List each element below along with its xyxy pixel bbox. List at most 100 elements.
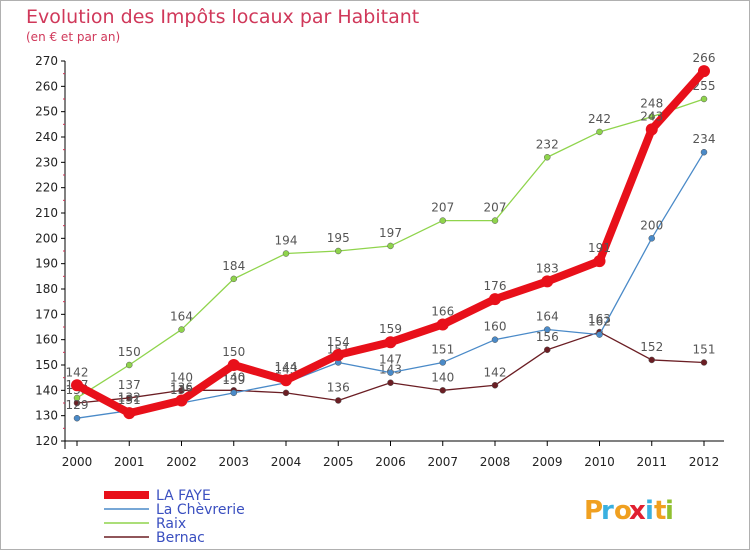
data-point [541, 275, 554, 288]
y-tick-label: 170 [35, 307, 58, 321]
data-point [73, 414, 81, 422]
data-point [491, 336, 499, 343]
logo-letter: r [601, 496, 614, 526]
y-tick-label: 260 [35, 79, 58, 93]
series-la-faye: 142 131 136 150 144 154 159 166 176 183 191 243 266 [66, 51, 716, 420]
data-label: 160 [484, 320, 507, 334]
logo-letter: i [665, 496, 674, 526]
data-point [596, 331, 603, 338]
y-tick-label: 140 [35, 383, 58, 397]
data-point [648, 356, 655, 364]
chart-title: Evolution des Impôts locaux par Habitant [26, 6, 419, 28]
y-tick-label: 160 [35, 333, 58, 347]
y-tick-label: 270 [35, 54, 58, 68]
data-label: 139 [222, 373, 245, 387]
chart-subtitle: (en € et par an) [26, 30, 120, 44]
legend-label: Raix [156, 516, 186, 532]
data-point [282, 389, 290, 397]
data-label: 194 [275, 234, 298, 248]
proxiti-logo: Pr ox i ti [584, 496, 674, 526]
data-point [178, 387, 185, 394]
data-label: 147 [379, 353, 402, 367]
x-tick-label: 2005 [323, 455, 354, 469]
y-tick-label: 150 [35, 358, 58, 372]
data-label: 140 [170, 370, 193, 384]
data-label: 184 [222, 259, 245, 273]
logo-letter: x [629, 496, 646, 526]
data-point [544, 326, 551, 333]
data-point [489, 293, 501, 306]
data-point [335, 247, 342, 255]
data-label: 176 [484, 279, 507, 293]
series-layer: 1351371401401361431401421561631521511371… [66, 51, 716, 422]
data-point [178, 326, 185, 333]
legend-label: LA FAYE [156, 488, 211, 504]
x-tick-label: 2002 [166, 455, 197, 469]
data-point [280, 374, 292, 387]
data-point [175, 394, 188, 407]
data-label: 152 [640, 340, 663, 354]
data-label: 207 [431, 201, 454, 215]
data-point [123, 407, 136, 420]
data-point [698, 65, 710, 78]
data-label: 129 [66, 398, 89, 412]
data-point [126, 361, 133, 369]
data-label: 166 [431, 304, 454, 318]
data-label: 242 [588, 112, 611, 126]
data-point [387, 379, 394, 386]
data-label: 207 [484, 201, 507, 215]
data-label: 159 [379, 322, 402, 336]
logo-letter: o [614, 496, 632, 526]
data-point [73, 394, 81, 402]
data-point [282, 250, 290, 257]
y-tick-label: 130 [35, 409, 58, 423]
data-point [491, 382, 499, 389]
x-tick-label: 2008 [480, 455, 511, 469]
data-point [439, 387, 446, 394]
data-point [335, 397, 342, 404]
data-point [700, 359, 708, 366]
data-point [645, 123, 658, 136]
x-tick-label: 2000 [62, 455, 93, 469]
legend-label: Bernac [156, 530, 205, 546]
data-point [436, 318, 449, 331]
data-label: 248 [640, 97, 663, 111]
y-tick-label: 250 [35, 105, 58, 119]
data-label: 266 [693, 51, 716, 65]
data-point [230, 389, 237, 397]
y-tick-label: 220 [35, 181, 58, 195]
x-tick-label: 2007 [427, 455, 458, 469]
data-point [491, 217, 499, 224]
data-label: 131 [118, 393, 141, 407]
data-label: 195 [327, 231, 350, 245]
data-label: 140 [222, 370, 245, 384]
data-point [126, 394, 133, 402]
logo-letter: P [584, 496, 603, 526]
data-label: 144 [275, 360, 298, 374]
data-point [596, 128, 603, 136]
data-label: 200 [640, 218, 663, 232]
data-point [544, 154, 551, 161]
data-label: 191 [588, 241, 611, 255]
data-point [700, 148, 708, 156]
data-point [230, 275, 237, 283]
data-point [544, 346, 551, 354]
data-label: 137 [118, 378, 141, 392]
data-label: 140 [431, 370, 454, 384]
data-point [227, 359, 240, 371]
data-label: 163 [588, 312, 611, 326]
x-tick-label: 2003 [218, 455, 249, 469]
y-tick-label: 200 [35, 231, 58, 245]
data-point [71, 379, 83, 392]
x-tick-label: 2006 [375, 455, 406, 469]
data-label: 234 [693, 132, 716, 146]
data-label: 164 [170, 310, 193, 324]
data-point [648, 235, 655, 242]
x-tick-label: 2011 [636, 455, 667, 469]
data-point [332, 348, 345, 361]
y-tick-label: 230 [35, 155, 58, 169]
legend-label: La Chèvrerie [156, 502, 245, 518]
data-point [387, 369, 394, 376]
data-label: 162 [588, 315, 611, 329]
